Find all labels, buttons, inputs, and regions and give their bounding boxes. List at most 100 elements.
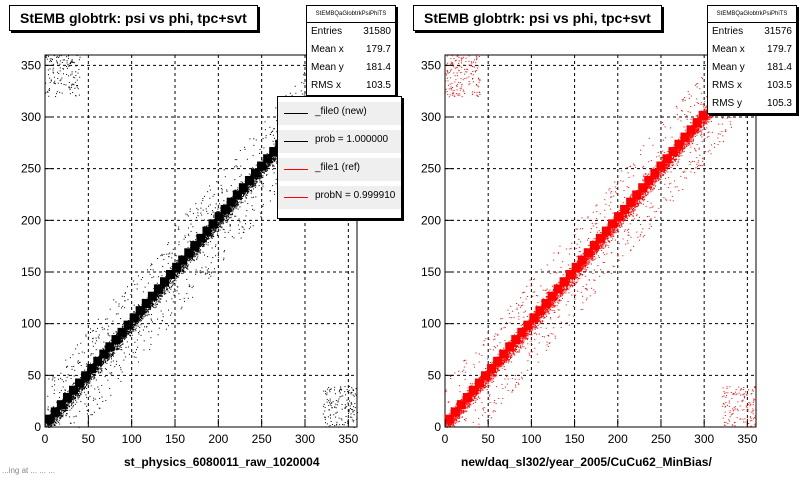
dense-bin [499, 349, 509, 359]
dense-bin [644, 175, 654, 185]
legend-entry: _file1 (ref) [278, 158, 401, 181]
dense-bin [517, 327, 527, 337]
y-tick-label: 350 [421, 58, 441, 72]
dense-bin [487, 364, 497, 374]
dense-bin [202, 226, 212, 236]
legend-entry: _file0 (new) [278, 102, 401, 125]
x-tick-label: 250 [651, 432, 671, 446]
dense-bin [620, 204, 630, 214]
dense-bin [474, 378, 484, 388]
x-axis-caption-left: st_physics_6080011_raw_1020004 [124, 455, 320, 469]
dense-bin [462, 392, 472, 402]
dense-bin [220, 204, 230, 214]
legend-entry: prob = 1.000000 [278, 130, 401, 153]
y-tick-label: 250 [21, 162, 41, 176]
dense-bin [56, 400, 66, 410]
dense-bin [583, 248, 593, 258]
dense-bin [99, 349, 109, 359]
dense-bin [269, 147, 279, 157]
x-tick-label: 50 [82, 432, 96, 446]
dense-bin [626, 197, 636, 207]
dense-bin [559, 277, 569, 287]
stats-box-left: StEMBQaGlobtrkPsiPhiTS Entries 31580 Mean… [306, 5, 396, 96]
dense-bin [208, 219, 218, 229]
dense-bin [523, 320, 533, 330]
stats-row: RMS x 103.5 [712, 80, 792, 91]
stats-row: RMS x 103.5 [311, 80, 391, 91]
chart-panel-right: 0 50 100 150 200 250 300 350 0 50 100 150 200 250 300 3… [400, 0, 800, 480]
stats-name-right: StEMBQaGlobtrkPsiPhiTS [708, 6, 796, 23]
dense-bin [69, 385, 78, 395]
dense-bin [196, 233, 206, 243]
dense-bin [62, 392, 72, 402]
dense-bin [129, 313, 139, 323]
dense-bin [698, 110, 708, 120]
dense-bin [147, 291, 157, 301]
legend-swatch [284, 197, 308, 198]
dense-bin [190, 241, 200, 251]
y-tick-label: 200 [21, 213, 41, 227]
y-tick-label: 300 [421, 110, 441, 124]
dense-bin [571, 262, 581, 272]
legend-swatch [284, 113, 308, 114]
dense-bin [166, 270, 176, 279]
y-tick-label: 100 [421, 317, 441, 331]
dense-bin [608, 219, 618, 229]
stats-row: Mean y 181.4 [311, 62, 391, 73]
plot-frame [444, 54, 757, 428]
dense-bin [444, 414, 454, 424]
dense-bin [87, 364, 97, 374]
dense-bin [511, 335, 521, 345]
x-tick-label: 250 [252, 432, 272, 446]
dense-bin [160, 277, 169, 287]
x-tick-label: 150 [165, 432, 185, 446]
dense-bin [184, 248, 194, 258]
dense-bin [232, 190, 242, 200]
dense-bin [251, 168, 260, 178]
dense-bin [468, 385, 478, 395]
dense-bin [214, 212, 224, 222]
dense-bin [244, 175, 254, 185]
y-tick-label: 50 [28, 368, 42, 382]
dense-bin [547, 291, 557, 301]
stats-row: Mean y 181.4 [712, 62, 792, 73]
chart-title-right: StEMB globtrk: psi vs phi, tpc+svt [413, 5, 662, 31]
x-tick-label: 100 [122, 432, 142, 446]
y-tick-label: 100 [21, 317, 41, 331]
dense-bin [638, 183, 648, 193]
y-tick-label: 150 [421, 265, 441, 279]
dense-bin [565, 270, 575, 279]
dense-bin [481, 371, 491, 381]
stats-row: Entries 31580 [311, 26, 391, 37]
dense-bin [577, 255, 587, 265]
dense-bin [50, 407, 60, 417]
dense-bin [505, 342, 515, 352]
y-tick-label: 150 [21, 265, 41, 279]
legend-swatch [284, 169, 308, 170]
dense-bin [535, 306, 545, 316]
x-tick-label: 0 [42, 432, 49, 446]
dense-bin [123, 320, 133, 330]
y-tick-label: 50 [428, 368, 442, 382]
dense-bin [662, 154, 672, 164]
stats-row: RMS y 105.3 [712, 98, 792, 109]
y-tick-label: 300 [21, 110, 41, 124]
dense-bin [93, 356, 103, 366]
dense-bin [105, 342, 115, 352]
dense-bin [650, 168, 660, 178]
x-tick-label: 0 [442, 432, 449, 446]
dense-bin [680, 132, 690, 142]
chart-panel-left: 0 50 100 150 200 250 300 350 0 50 100 150 200 250 300 3… [9, 5, 402, 469]
dense-bin [656, 161, 666, 171]
x-tick-label: 350 [737, 432, 757, 446]
y-tick-label: 350 [21, 58, 41, 72]
y-tick-label: 0 [434, 420, 441, 434]
dense-bin [632, 190, 642, 200]
dense-bin [117, 327, 127, 337]
dense-bin [153, 284, 163, 294]
dense-bin [111, 335, 121, 345]
footer-text: ...ing at ... ... ... [2, 466, 55, 475]
dense-bin [456, 400, 466, 410]
dense-bin [529, 313, 539, 323]
dense-bin [263, 154, 273, 164]
